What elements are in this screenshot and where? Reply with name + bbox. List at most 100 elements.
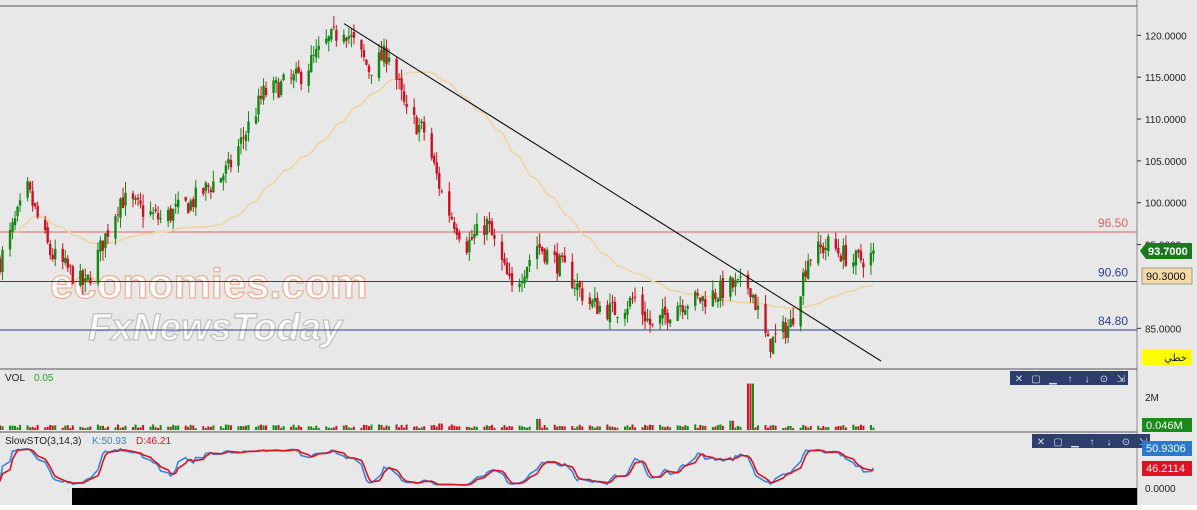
volume-bar — [49, 424, 52, 430]
volume-bar — [222, 428, 225, 430]
candle-body — [450, 216, 453, 220]
volume-bar — [872, 427, 875, 430]
volume-bar — [611, 426, 614, 430]
close-icon[interactable]: ✕ — [1015, 374, 1023, 385]
volume-bar — [767, 427, 770, 430]
volume-bar — [34, 427, 37, 430]
candle-body — [827, 236, 830, 251]
candle-body — [736, 278, 740, 280]
candle-body — [571, 261, 574, 289]
volume-bar — [430, 425, 433, 430]
volume-bar — [11, 425, 14, 430]
volume-bar — [367, 426, 370, 430]
candle-body — [312, 54, 315, 56]
volume-bar — [528, 426, 531, 430]
volume-bar — [852, 424, 855, 430]
volume-bar — [644, 424, 647, 430]
candle-body — [8, 229, 12, 250]
volume-pane-toolbar[interactable]: ✕ ▢ ▁ ↑ ↓ ⊙ ⇲ — [1010, 371, 1128, 385]
volume-bar — [31, 426, 34, 430]
volume-bar — [36, 424, 39, 430]
volume-bar — [415, 426, 418, 430]
up-arrow-icon[interactable]: ↑ — [1090, 437, 1095, 448]
down-arrow-icon[interactable]: ↓ — [1085, 374, 1090, 385]
down-arrow-icon[interactable]: ↓ — [1107, 437, 1112, 448]
volume-pane[interactable] — [0, 370, 1137, 430]
price-pane[interactable] — [0, 6, 1137, 366]
volume-bar — [51, 425, 54, 430]
candle-body — [789, 319, 792, 328]
candle-body — [101, 240, 105, 251]
settings-icon[interactable]: ⊙ — [1100, 374, 1108, 385]
settings-icon[interactable]: ⊙ — [1122, 437, 1130, 448]
volume-bar — [859, 424, 862, 430]
volume-bar — [608, 426, 611, 430]
volume-bar — [435, 426, 438, 430]
candle-body — [558, 255, 561, 277]
candle-body — [435, 162, 438, 174]
candle-body — [242, 137, 245, 139]
candle-body — [628, 297, 632, 307]
candle-body — [746, 274, 750, 289]
volume-bar — [764, 425, 767, 430]
candle-body — [711, 290, 715, 307]
close-icon[interactable]: ✕ — [1037, 437, 1045, 448]
candle-body — [593, 297, 597, 302]
candle-body — [694, 291, 697, 306]
candle-body — [224, 165, 228, 174]
stochastic-k-badge: 50.9306 — [1142, 441, 1192, 456]
volume-bar — [137, 427, 140, 430]
volume-bar — [716, 425, 719, 430]
up-arrow-icon[interactable]: ↑ — [1068, 374, 1073, 385]
candle-body — [764, 304, 767, 334]
candle-body — [46, 227, 49, 243]
volume-bar — [9, 425, 12, 430]
candle-body — [465, 241, 469, 253]
volume-bar — [99, 425, 102, 430]
candle-body — [623, 312, 627, 319]
candle-body — [473, 234, 476, 238]
downtrend-line[interactable] — [343, 23, 882, 362]
minimize-icon[interactable]: ▁ — [1070, 437, 1079, 448]
volume-bar — [255, 426, 258, 430]
volume-bar — [119, 427, 122, 430]
volume-bar — [219, 426, 222, 430]
candle-body — [578, 282, 581, 288]
candle-body — [576, 283, 579, 291]
candle-body — [66, 258, 69, 268]
candle-body — [834, 238, 838, 249]
minimize-icon[interactable]: ▁ — [1048, 374, 1057, 385]
candle-body — [33, 203, 37, 207]
level-label-0: 96.50 — [1098, 216, 1128, 230]
candle-body — [96, 249, 100, 284]
candle-body — [121, 197, 125, 208]
volume-bar — [66, 425, 69, 430]
candle-body — [668, 319, 672, 324]
window-icon[interactable]: ▢ — [1031, 374, 1040, 385]
volume-bar — [661, 426, 664, 430]
candle-body — [483, 225, 486, 235]
stochastic-title: SlowSTO(3,14,3) — [5, 436, 82, 447]
candle-body — [81, 270, 85, 286]
candle-body — [766, 333, 770, 337]
candle-body — [854, 250, 858, 266]
volume-bar — [802, 424, 805, 430]
volume-bar — [360, 427, 363, 430]
stochastic-pane-toolbar[interactable]: ✕▢▁↑↓⊙⇲ — [1032, 434, 1150, 448]
volume-bar — [154, 427, 157, 430]
expand-icon[interactable]: ⇲ — [1117, 374, 1125, 385]
volume-bar — [475, 426, 478, 430]
candle-body — [493, 235, 496, 239]
volume-bar — [521, 426, 524, 430]
volume-bar — [385, 425, 388, 430]
volume-bar — [132, 427, 135, 430]
volume-bar — [538, 418, 541, 430]
candle-body — [207, 185, 210, 187]
volume-bar — [177, 425, 180, 430]
volume-bar — [440, 423, 443, 430]
volume-bar — [704, 425, 707, 430]
window-icon[interactable]: ▢ — [1053, 437, 1062, 448]
line-tool-badge[interactable]: خطي — [1142, 349, 1192, 365]
volume-bar — [596, 426, 599, 430]
